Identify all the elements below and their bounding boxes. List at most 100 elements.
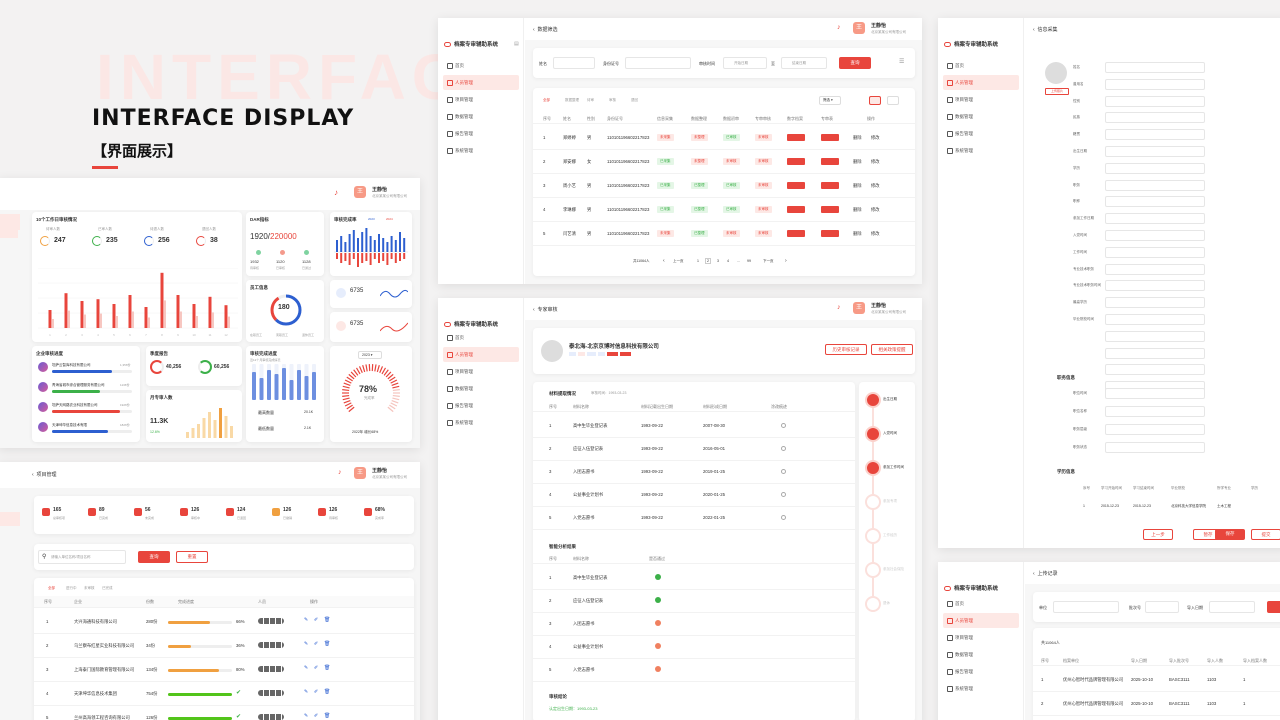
field-input[interactable] bbox=[1105, 179, 1205, 191]
view-form-button[interactable] bbox=[821, 206, 839, 213]
sidebar-item-0[interactable]: 首页 bbox=[443, 330, 519, 345]
view-icon[interactable]: ✎ bbox=[304, 641, 309, 647]
field-input[interactable] bbox=[1105, 442, 1205, 453]
sidebar-item-5[interactable]: 系统管理 bbox=[943, 143, 1019, 158]
field-input[interactable] bbox=[1105, 112, 1205, 124]
timeline-node[interactable] bbox=[865, 562, 881, 578]
form-button-0[interactable]: 上一步 bbox=[1143, 529, 1173, 540]
sidebar-item-0[interactable]: 首页 bbox=[943, 58, 1019, 73]
timeline-node[interactable] bbox=[865, 494, 881, 510]
avatar[interactable]: 王 bbox=[354, 467, 366, 479]
next-page[interactable]: 下一页 bbox=[763, 259, 774, 263]
tab-1[interactable]: 数据整理 bbox=[565, 98, 579, 102]
edit-button[interactable]: 修改 bbox=[871, 207, 880, 212]
sidebar-item-4[interactable]: 报告管理 bbox=[943, 664, 1019, 679]
field-input[interactable] bbox=[1105, 146, 1205, 157]
view-form-button[interactable] bbox=[821, 230, 839, 237]
view-archive-button[interactable] bbox=[787, 134, 805, 141]
page-1[interactable]: 1 bbox=[697, 259, 699, 263]
tab-0[interactable]: 全部 bbox=[48, 586, 55, 590]
field-input[interactable] bbox=[1105, 196, 1205, 208]
id-input[interactable] bbox=[625, 57, 691, 69]
field-input[interactable] bbox=[1105, 246, 1205, 258]
page-4[interactable]: 4 bbox=[727, 259, 729, 263]
bell-icon[interactable]: ♪ bbox=[334, 188, 338, 197]
field-input[interactable] bbox=[1105, 62, 1205, 73]
form-button-2[interactable]: 保存 bbox=[1215, 529, 1245, 540]
sidebar-item-2[interactable]: 项目管理 bbox=[443, 92, 519, 107]
sidebar-item-0[interactable]: 首页 bbox=[443, 58, 519, 73]
field-input[interactable] bbox=[1105, 263, 1205, 275]
view-form-button[interactable] bbox=[821, 134, 839, 141]
sidebar-item-2[interactable]: 项目管理 bbox=[943, 92, 1019, 107]
field-input[interactable] bbox=[1105, 347, 1205, 359]
delete-icon[interactable]: 🗑 bbox=[324, 665, 331, 671]
view-archive-button[interactable] bbox=[787, 182, 805, 189]
sidebar-item-2[interactable]: 项目管理 bbox=[943, 630, 1019, 645]
policy-button[interactable]: 相关政策提醒 bbox=[871, 344, 913, 355]
field-input[interactable] bbox=[1105, 424, 1205, 435]
page-...[interactable]: ... bbox=[737, 259, 740, 263]
sidebar-item-4[interactable]: 报告管理 bbox=[443, 398, 519, 413]
bell-icon[interactable]: ♪ bbox=[837, 304, 841, 311]
bell-icon[interactable]: ♪ bbox=[837, 24, 841, 31]
timeline-node[interactable] bbox=[865, 596, 881, 612]
next-arrow-icon[interactable]: › bbox=[785, 258, 787, 264]
timeline-node[interactable] bbox=[865, 426, 881, 442]
upload-photo-button[interactable]: 上传照片 bbox=[1045, 88, 1069, 95]
query-button[interactable]: 查询 bbox=[839, 57, 871, 69]
bell-icon[interactable]: ♪ bbox=[338, 469, 342, 476]
sidebar-item-3[interactable]: 数据管理 bbox=[943, 109, 1019, 124]
end-date-input[interactable]: 结束日期 bbox=[781, 57, 827, 69]
year-select[interactable]: 2023 ▾ bbox=[358, 351, 382, 359]
breadcrumb[interactable]: ‹ 信息采集 bbox=[1033, 27, 1058, 33]
view-archive-button[interactable] bbox=[787, 230, 805, 237]
avatar[interactable]: 王 bbox=[853, 22, 865, 34]
sidebar-item-5[interactable]: 系统管理 bbox=[443, 143, 519, 158]
query-button[interactable]: 查询 bbox=[138, 551, 170, 563]
page-2[interactable]: 2 bbox=[705, 258, 711, 264]
breadcrumb[interactable]: ‹ 上传记录 bbox=[1033, 571, 1058, 577]
breadcrumb[interactable]: ‹ 数据筛选 bbox=[533, 27, 558, 33]
delete-icon[interactable]: 🗑 bbox=[324, 617, 331, 623]
view-icon[interactable]: ✎ bbox=[304, 689, 309, 695]
sidebar-item-5[interactable]: 系统管理 bbox=[943, 681, 1019, 696]
edit-button[interactable]: 修改 bbox=[871, 183, 880, 188]
start-date-input[interactable]: 开始日期 bbox=[723, 57, 767, 69]
sidebar-item-1[interactable]: 人员管理 bbox=[943, 75, 1019, 90]
view-archive-button[interactable] bbox=[787, 206, 805, 213]
delete-button[interactable]: 删除 bbox=[853, 183, 862, 188]
reset-button[interactable]: 重置 bbox=[176, 551, 208, 563]
tab-0[interactable]: 全部 bbox=[543, 98, 550, 102]
view-icon[interactable]: ✎ bbox=[304, 665, 309, 671]
sidebar-item-2[interactable]: 项目管理 bbox=[443, 364, 519, 379]
search-input[interactable]: 请输入单位名称/项目名称 ⚲ bbox=[38, 550, 126, 564]
breadcrumb[interactable]: ‹ 专家审核 bbox=[533, 307, 558, 313]
timeline-node[interactable] bbox=[865, 460, 881, 476]
view-form-button[interactable] bbox=[821, 182, 839, 189]
tab-4[interactable]: 退回 bbox=[631, 98, 638, 102]
field-input[interactable] bbox=[1105, 406, 1205, 417]
filter-dropdown[interactable]: 筛选 ▾ bbox=[819, 96, 841, 105]
sidebar-item-1[interactable]: 人员管理 bbox=[443, 347, 519, 362]
delete-button[interactable]: 删除 bbox=[853, 231, 862, 236]
history-button[interactable]: 历史审核记录 bbox=[825, 344, 867, 355]
view-icon[interactable]: ✎ bbox=[304, 617, 309, 623]
sidebar-item-1[interactable]: 人员管理 bbox=[943, 613, 1019, 628]
field-input[interactable] bbox=[1105, 78, 1205, 90]
form-button-3[interactable]: 提交 bbox=[1251, 529, 1280, 540]
edit-button[interactable]: 修改 bbox=[871, 135, 880, 140]
delete-icon[interactable]: 🗑 bbox=[324, 713, 331, 719]
page-99[interactable]: 99 bbox=[747, 259, 751, 263]
timeline-node[interactable] bbox=[865, 528, 881, 544]
grid-view-icon[interactable] bbox=[869, 96, 881, 105]
tab-3[interactable]: 审核 bbox=[609, 98, 616, 102]
collapse-icon[interactable]: ▤ bbox=[514, 41, 519, 47]
sidebar-item-3[interactable]: 数据管理 bbox=[943, 647, 1019, 662]
page-3[interactable]: 3 bbox=[717, 259, 719, 263]
settings-icon[interactable]: ☰ bbox=[899, 59, 905, 65]
query-button[interactable] bbox=[1267, 601, 1280, 613]
breadcrumb[interactable]: ‹ 项目管理 bbox=[32, 472, 57, 478]
name-input[interactable] bbox=[553, 57, 595, 69]
field-input[interactable] bbox=[1105, 280, 1205, 292]
